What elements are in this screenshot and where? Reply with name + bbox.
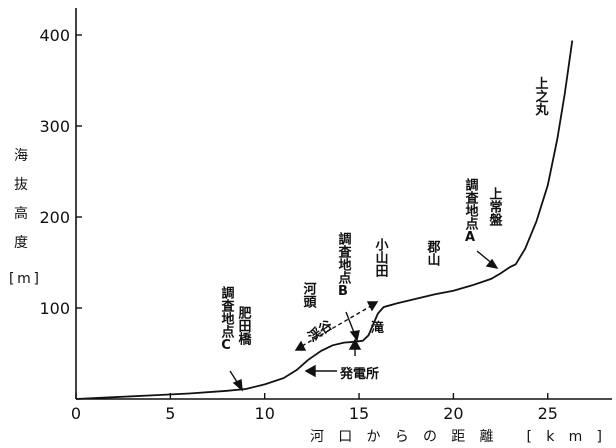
y-axis-title: 海 抜 高 度 [m] xyxy=(9,148,39,287)
x-tick-label: 25 xyxy=(538,404,558,423)
y-tick-label: 100 xyxy=(39,299,70,318)
y-axis-title-char: 海 xyxy=(14,148,28,164)
label-hatsudensho: 発電所 xyxy=(339,366,379,382)
arrow-taki-head xyxy=(348,338,362,350)
river-profile-line xyxy=(75,40,574,400)
label-taki: 滝 xyxy=(371,320,384,336)
label-site-c: 調査地点C xyxy=(219,285,236,353)
arrow-site-b-head xyxy=(349,330,360,342)
x-tick-label: 5 xyxy=(165,404,175,423)
y-tick-label: 300 xyxy=(39,117,70,136)
x-axis-title: 河口からの距離 [km] xyxy=(310,428,602,445)
label-kami-tokiwa: 上常盤 xyxy=(487,187,504,227)
ticks xyxy=(75,34,549,399)
arrow-keikoku xyxy=(301,305,372,347)
axes xyxy=(75,8,612,400)
x-tick-label: 0 xyxy=(71,404,81,423)
label-koyamada: 小山田 xyxy=(373,238,389,278)
arrow-site-c-head xyxy=(232,378,243,392)
label-site-b: 調査地点B xyxy=(336,231,353,299)
tick-labels: 0 5 10 15 20 25 100 200 300 400 xyxy=(39,26,557,423)
annotation-arrows xyxy=(229,250,499,392)
arrow-keikoku-head-left xyxy=(294,340,307,351)
arrow-site-a-head xyxy=(485,258,499,270)
y-axis-title-char: 高 xyxy=(14,205,28,222)
y-tick-label: 200 xyxy=(39,208,70,227)
y-tick-label: 400 xyxy=(39,26,70,45)
x-tick-label: 15 xyxy=(349,404,369,423)
y-axis-title-char: 抜 xyxy=(14,177,28,193)
arrow-hatsudensho-head xyxy=(304,364,316,378)
arrow-keikoku-head-right xyxy=(366,301,379,312)
label-site-a: 調査地点A xyxy=(463,177,480,245)
y-axis-title-char: 度 xyxy=(14,235,28,251)
label-kawazu: 河頭 xyxy=(301,281,317,309)
x-tick-label: 20 xyxy=(443,404,463,423)
label-kamino-maru: 上之丸 xyxy=(533,77,550,117)
label-koriyama: 郡山 xyxy=(425,240,442,267)
x-tick-label: 10 xyxy=(255,404,275,423)
y-axis-title-unit: [m] xyxy=(9,271,39,287)
label-higo-bashi: 肥田橋 xyxy=(236,305,252,346)
